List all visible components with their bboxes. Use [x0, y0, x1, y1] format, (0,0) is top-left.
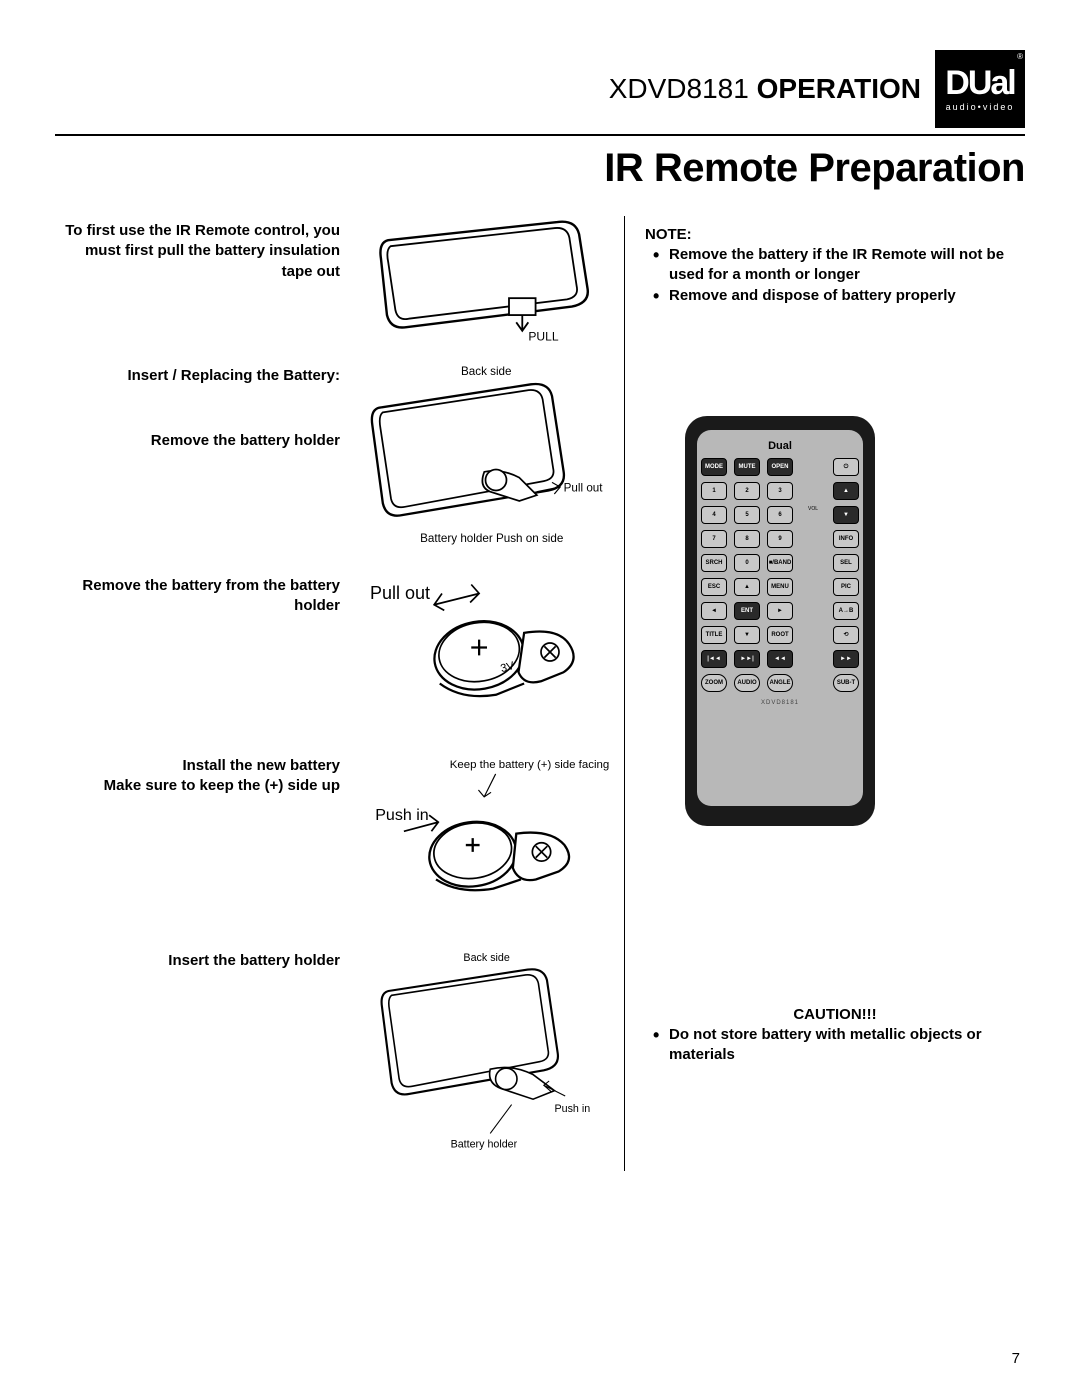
- caution-item-1: Do not store battery with metallic objec…: [645, 1025, 1025, 1066]
- caution-heading: CAUTION!!!: [645, 1006, 1025, 1023]
- remote-btn-title: TITLE: [701, 626, 727, 644]
- remote-btn-open: OPEN: [767, 458, 793, 476]
- remote-brand: Dual: [768, 440, 792, 452]
- remote-btn-repeat: ⟲: [833, 626, 859, 644]
- remote-btn-vol-down: ▼: [833, 506, 859, 524]
- page-title: IR Remote Preparation: [55, 146, 1025, 191]
- diagram2-pullout-label: Pull out: [564, 482, 604, 495]
- remote-btn-3: 3: [767, 482, 793, 500]
- instruction-step4: Remove the battery from the battery hold…: [55, 576, 355, 756]
- instruction-step5a: Install the new battery: [55, 756, 340, 776]
- remote-btn-subt: SUB-T: [833, 674, 859, 692]
- remote-btn-power: ⏻: [833, 458, 859, 476]
- diagram-insert-holder: Back side Push in Battery holder: [355, 946, 614, 1171]
- diagram5-pushin-label: Push in: [554, 1103, 590, 1115]
- instructions-column: To first use the IR Remote control, you …: [55, 216, 355, 1171]
- page-number: 7: [1012, 1350, 1020, 1367]
- remote-btn-rew: ◄◄: [767, 650, 793, 668]
- note-heading: NOTE:: [645, 226, 1025, 243]
- diagram-pull-tape: PULL: [355, 216, 614, 361]
- remote-btn-zoom: ZOOM: [701, 674, 727, 692]
- instruction-step5: Install the new battery Make sure to kee…: [55, 756, 355, 951]
- remote-btn-down: ▼: [734, 626, 760, 644]
- remote-btn-4: 4: [701, 506, 727, 524]
- remote-btn-menu: MENU: [767, 578, 793, 596]
- remote-btn-angle: ANGLE: [767, 674, 793, 692]
- remote-btn-sel: SEL: [833, 554, 859, 572]
- remote-btn-vol-up: ▲: [833, 482, 859, 500]
- diagram4-keep-label: Keep the battery (+) side facing up: [450, 759, 611, 771]
- remote-btn-5: 5: [734, 506, 760, 524]
- remote-vol-label: VOL: [800, 506, 826, 524]
- remote-btn-next: ►►|: [734, 650, 760, 668]
- remote-btn-7: 7: [701, 530, 727, 548]
- diagram2-backside-label: Back side: [461, 365, 512, 378]
- remote-btn-ff: ►►: [833, 650, 859, 668]
- remote-btn-audio: AUDIO: [734, 674, 760, 692]
- instruction-step3: Remove the battery holder: [55, 431, 355, 576]
- instruction-step2: Insert / Replacing the Battery:: [55, 366, 355, 431]
- diagram5-backside-label: Back side: [463, 952, 509, 964]
- remote-control-image: Dual MODE MUTE OPEN ⏻ 1 2 3 ▲ 4 5 6 VOL: [685, 416, 875, 826]
- logo-text: DUal: [945, 66, 1014, 100]
- diagram5-holder-label: Battery holder: [450, 1138, 517, 1150]
- remote-btn-8: 8: [734, 530, 760, 548]
- note-item-2: Remove and dispose of battery properly: [645, 286, 1025, 306]
- remote-btn-prev: |◄◄: [701, 650, 727, 668]
- remote-btn-esc: ESC: [701, 578, 727, 596]
- instruction-step6: Insert the battery holder: [55, 951, 355, 1121]
- remote-btn-root: ROOT: [767, 626, 793, 644]
- remote-btn-6: 6: [767, 506, 793, 524]
- remote-face: Dual MODE MUTE OPEN ⏻ 1 2 3 ▲ 4 5 6 VOL: [697, 430, 863, 806]
- logo-subtitle: audio•video: [946, 102, 1015, 112]
- diagram-remove-holder: Back side Pull out Battery holder Push o…: [355, 361, 614, 571]
- remote-btn-mode: MODE: [701, 458, 727, 476]
- caution-block: CAUTION!!! Do not store battery with met…: [645, 1006, 1025, 1066]
- remote-btn-right: ►: [767, 602, 793, 620]
- remote-btn-2: 2: [734, 482, 760, 500]
- diagram1-pull-label: PULL: [528, 329, 558, 343]
- remote-btn-ab: A→B: [833, 602, 859, 620]
- note-block: NOTE: Remove the battery if the IR Remot…: [645, 226, 1025, 306]
- remote-btn-9: 9: [767, 530, 793, 548]
- remote-btn-mute: MUTE: [734, 458, 760, 476]
- remote-btn-left: ◄: [701, 602, 727, 620]
- operation-label: OPERATION: [757, 73, 921, 104]
- instruction-step5b: Make sure to keep the (+) side up: [55, 776, 340, 796]
- diagram-remove-battery: Pull out 3V: [355, 571, 614, 751]
- remote-btn-info: INFO: [833, 530, 859, 548]
- model-number: XDVD8181: [609, 73, 749, 104]
- content-area: To first use the IR Remote control, you …: [55, 216, 1025, 1171]
- remote-btn-up: ▲: [734, 578, 760, 596]
- remote-btn-pic: PIC: [833, 578, 859, 596]
- page-header: XDVD8181 OPERATION ® DUal audio•video: [55, 50, 1025, 136]
- brand-logo: ® DUal audio•video: [935, 50, 1025, 128]
- diagram2-holder-label: Battery holder Push on side: [420, 532, 563, 545]
- remote-button-grid: MODE MUTE OPEN ⏻ 1 2 3 ▲ 4 5 6 VOL ▼ 7: [701, 458, 859, 692]
- instruction-step1: To first use the IR Remote control, you …: [55, 221, 355, 366]
- header-title: XDVD8181 OPERATION: [609, 73, 921, 105]
- note-item-1: Remove the battery if the IR Remote will…: [645, 245, 1025, 286]
- remote-btn-0: 0: [734, 554, 760, 572]
- notes-column: NOTE: Remove the battery if the IR Remot…: [625, 216, 1025, 1171]
- remote-btn-ent: ENT: [734, 602, 760, 620]
- remote-model-label: XDVD8181: [761, 700, 799, 706]
- diagram3-pullout-label: Pull out: [370, 583, 430, 603]
- diagrams-column: PULL Back side Pull out Battery holder P…: [355, 216, 625, 1171]
- diagram4-pushin-label: Push in: [376, 806, 430, 824]
- remote-btn-srch: SRCH: [701, 554, 727, 572]
- remote-btn-stop-band: ■/BAND: [767, 554, 793, 572]
- diagram-install-battery: Keep the battery (+) side facing up Push…: [355, 751, 614, 946]
- registered-mark: ®: [1017, 52, 1023, 61]
- remote-btn-1: 1: [701, 482, 727, 500]
